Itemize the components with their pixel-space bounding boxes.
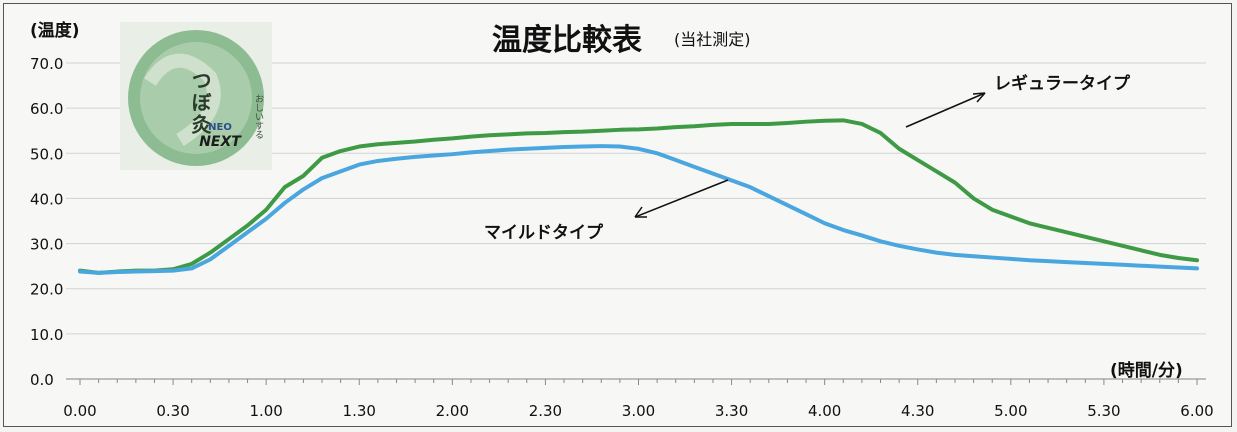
chart-title: 温度比較表 [492,23,642,58]
x-tick-label: 4.30 [901,402,934,420]
x-tick-labels: 0.00 0.30 1.00 1.30 2.00 2.30 3.00 3.30 4.00 4.30… [63,402,1213,420]
product-side-text: おしいする [253,94,264,139]
y-tick-label: 30.0 [30,236,63,254]
x-tick-label: 1.30 [343,402,376,420]
y-tick-label: 50.0 [30,145,63,163]
series-line-regular [78,118,1199,275]
x-tick-label: 3.30 [715,402,748,420]
x-tick-label: 3.00 [622,402,655,420]
y-tick-label: 70.0 [30,55,63,73]
annotation-mild-label: マイルドタイプ [484,222,604,243]
product-next-text: NEXT [199,134,242,150]
x-tick-label: 1.00 [249,402,282,420]
series-lines [78,118,1199,275]
product-name-text: つぼ灸 [188,70,212,136]
x-tick-label: 0.00 [63,402,96,420]
product-neo-text: NEO [208,122,232,133]
x-tick-label: 2.30 [529,402,562,420]
y-tick-labels: 0.0 10.0 20.0 30.0 40.0 50.0 60.0 70.0 [30,55,63,389]
y-tick-label: 60.0 [30,100,63,118]
x-axis-label: (時間/分) [1110,360,1183,381]
annotation-mild: マイルドタイプ [484,179,729,243]
x-tick-label: 4.00 [808,402,841,420]
x-tick-label: 5.30 [1087,402,1120,420]
y-axis-label: (温度) [30,20,80,41]
y-tick-label: 10.0 [30,326,63,344]
y-tick-label: 20.0 [30,281,63,299]
y-tick-label: 40.0 [30,190,63,208]
x-tick-label: 6.00 [1180,402,1213,420]
annotation-regular: レギュラータイプ [905,73,1131,128]
annotation-mild-arrow [634,179,729,218]
series-line-mild [78,144,1199,275]
x-tick-label: 2.00 [436,402,469,420]
y-tick-label: 0.0 [30,371,54,389]
product-package-image: つぼ灸 NEO NEXT おしいする [120,22,272,170]
x-tick-label: 5.00 [994,402,1027,420]
annotation-regular-label: レギュラータイプ [994,73,1131,94]
grid-lines [66,62,1206,385]
x-tick-label: 0.30 [156,402,189,420]
annotation-regular-arrow [905,92,986,128]
chart-subtitle: (当社測定) [674,30,751,49]
